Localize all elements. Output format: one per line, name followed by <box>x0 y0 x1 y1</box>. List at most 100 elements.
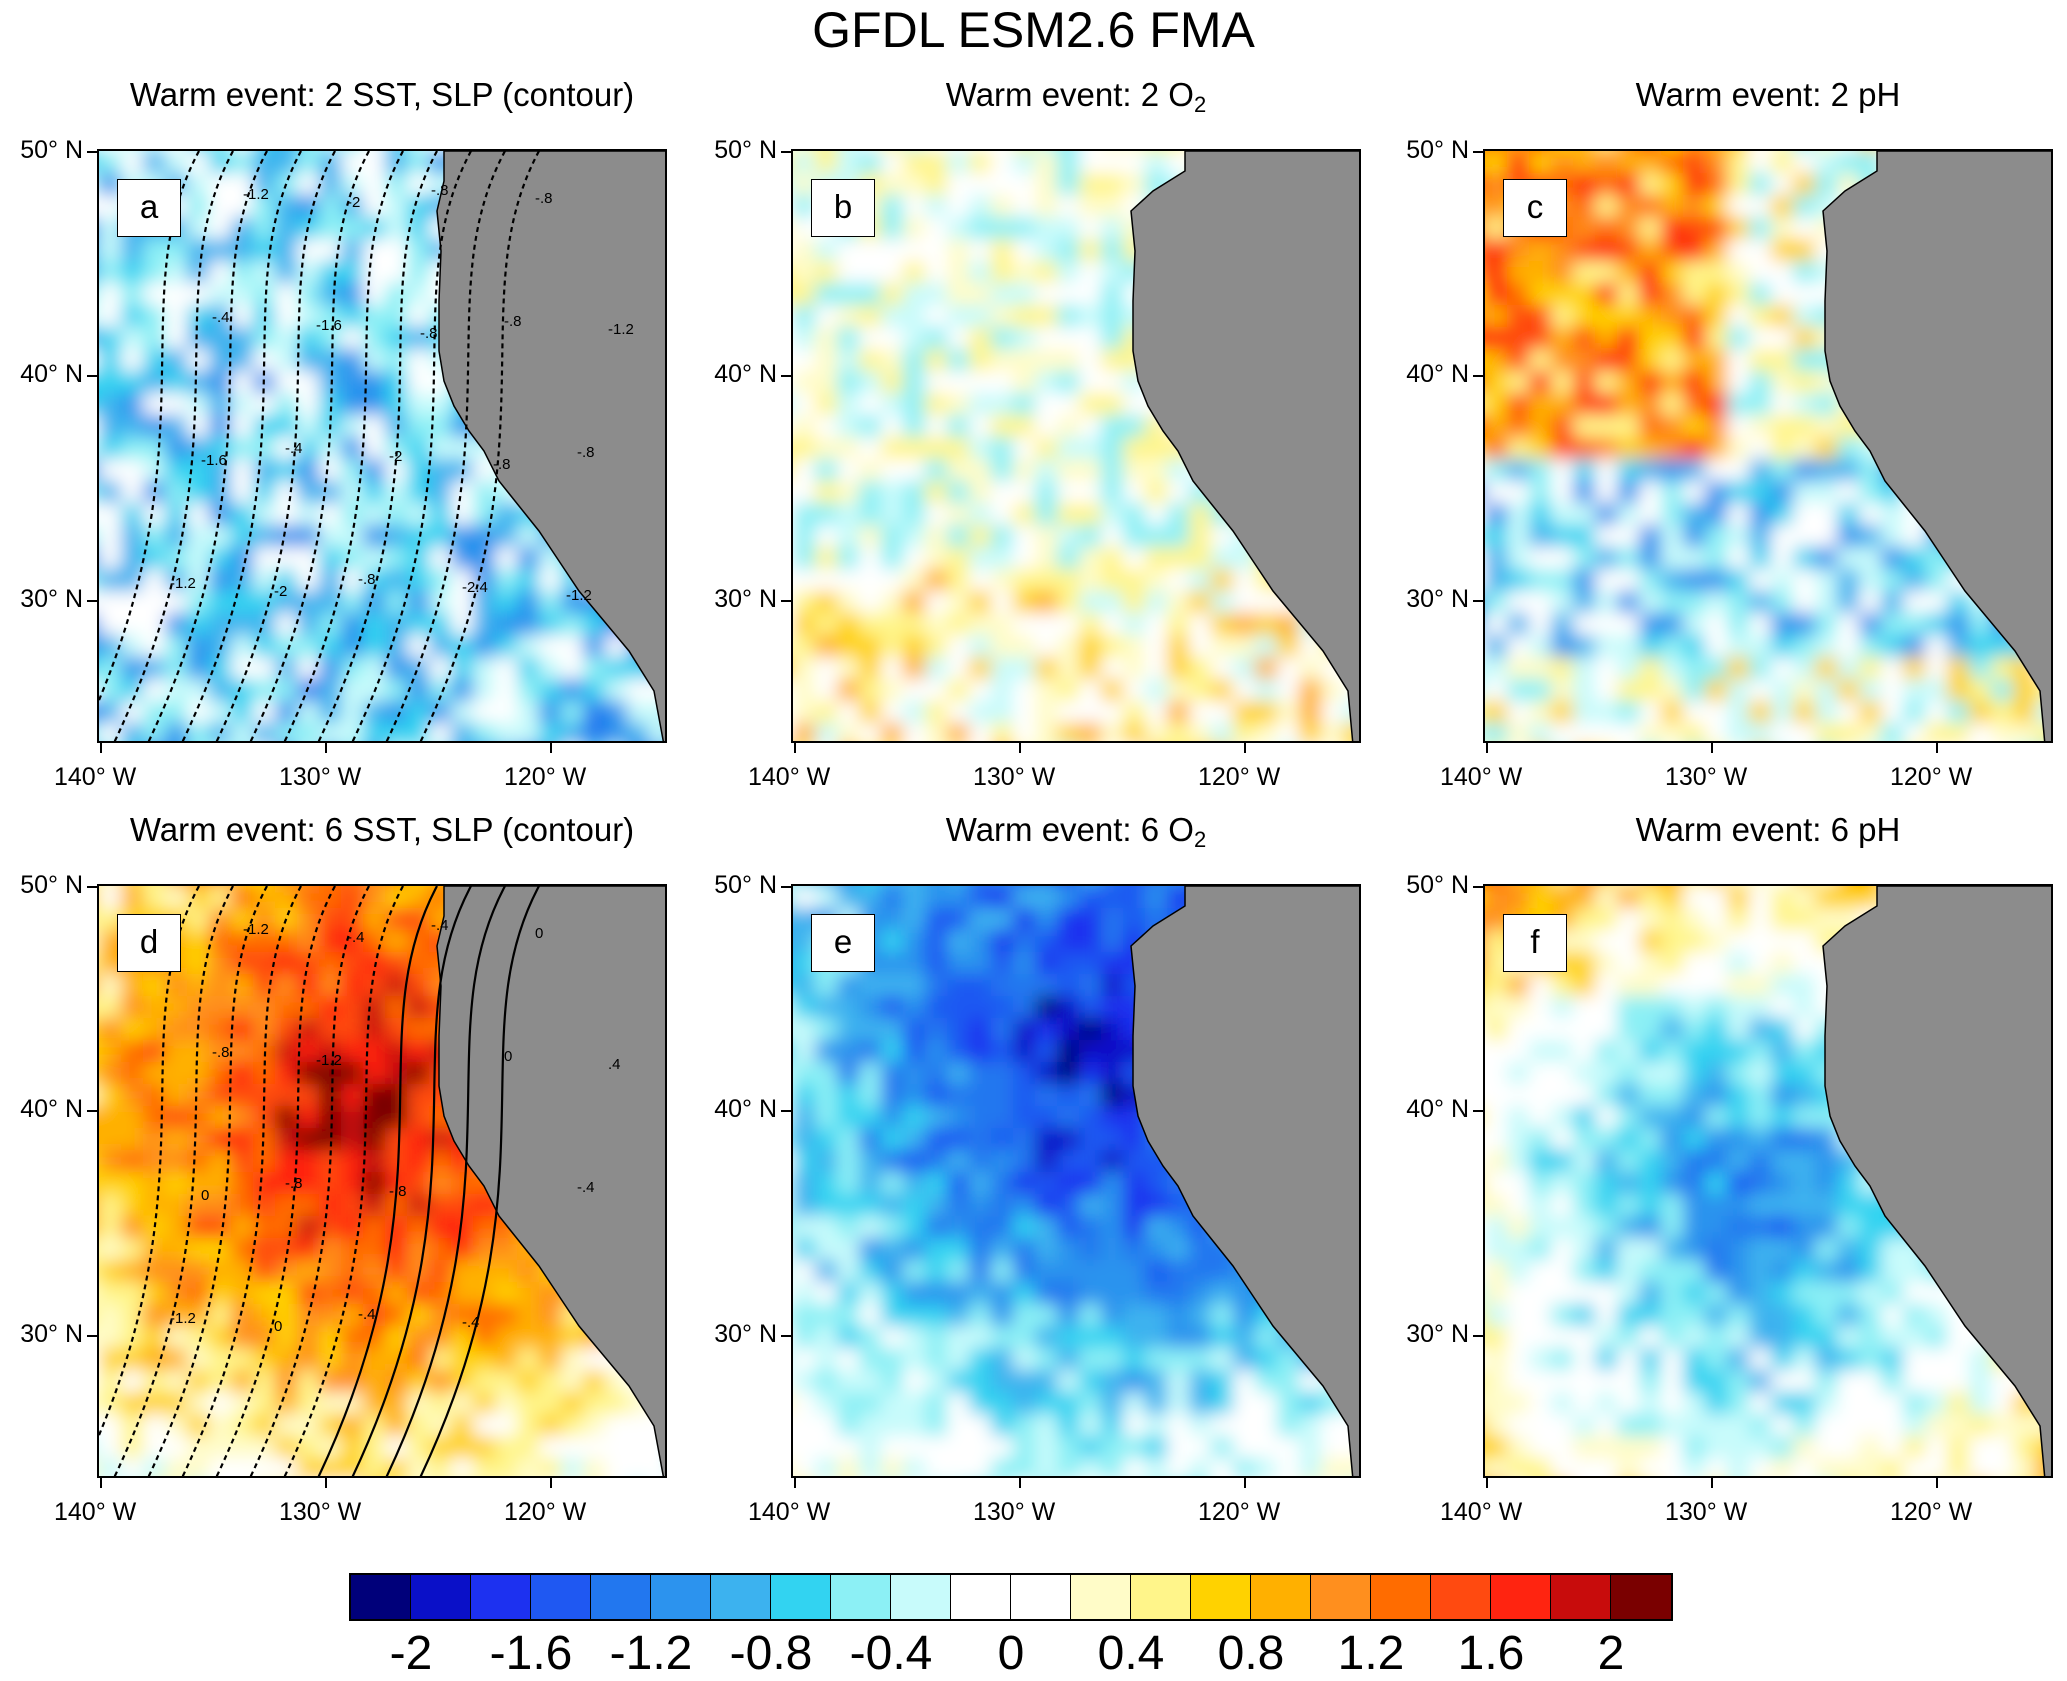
x-tick-mark <box>794 1478 796 1488</box>
colorbar-tick-label: 0 <box>951 1626 1071 1681</box>
panel-title-text: Warm event: 2 O <box>946 76 1194 113</box>
contour-label: 0 <box>201 1187 209 1204</box>
colorbar-swatch <box>591 1575 651 1619</box>
colorbar-tick-label: 0.4 <box>1071 1626 1191 1681</box>
colorbar-swatch <box>351 1575 411 1619</box>
y-tick-label: 30° N <box>20 1320 83 1349</box>
contour-label: -.8 <box>493 456 511 473</box>
x-tick-mark <box>550 1478 552 1488</box>
contour-label: -.8 <box>420 325 438 342</box>
contour-label: -1.2 <box>243 921 269 938</box>
colorbar-swatch <box>651 1575 711 1619</box>
map-field-e: e <box>791 884 1361 1478</box>
x-tick-mark <box>1244 743 1246 753</box>
y-tick-mark <box>781 375 791 377</box>
y-tick-label: 40° N <box>1406 1095 1469 1124</box>
y-tick-label: 40° N <box>1406 360 1469 389</box>
panel-title-a: Warm event: 2 SST, SLP (contour) <box>97 75 667 115</box>
contour-label: -1.2 <box>566 587 592 604</box>
contour-label: 0 <box>504 1048 512 1065</box>
y-tick-mark <box>781 886 791 888</box>
x-tick-label: 130° W <box>973 1498 1055 1527</box>
panel-title-subscript: 2 <box>1194 827 1206 852</box>
x-tick-label: 130° W <box>1665 1498 1747 1527</box>
contour-label: 0 <box>274 1318 282 1335</box>
colorbar-swatch <box>411 1575 471 1619</box>
panel-letter-a: a <box>117 179 181 237</box>
colorbar-tick-label: -0.8 <box>711 1626 831 1681</box>
x-tick-label: 120° W <box>1890 1498 1972 1527</box>
colorbar-tick-label: -2 <box>351 1626 471 1681</box>
y-tick-label: 30° N <box>714 1320 777 1349</box>
x-tick-label: 120° W <box>504 1498 586 1527</box>
panel-title-f: Warm event: 6 pH <box>1483 810 2053 850</box>
contour-label: -1.2 <box>316 1052 342 1069</box>
y-tick-label: 40° N <box>20 1095 83 1124</box>
colorbar-swatch <box>471 1575 531 1619</box>
x-tick-mark <box>794 743 796 753</box>
y-tick-mark <box>87 375 97 377</box>
colorbar-swatch <box>771 1575 831 1619</box>
y-tick-mark <box>87 151 97 153</box>
map-field-d: -.4-.8-.8-.4-.40-.4-1.2-1.2-1.2-.8-.40.4… <box>97 884 667 1478</box>
colorbar-swatch <box>1011 1575 1071 1619</box>
y-tick-label: 50° N <box>20 136 83 165</box>
x-tick-mark <box>1711 1478 1713 1488</box>
y-tick-mark <box>781 1335 791 1337</box>
contour-label: -.4 <box>347 929 365 946</box>
y-tick-mark <box>1473 151 1483 153</box>
contour-label: -.4 <box>577 1179 595 1196</box>
y-tick-mark <box>781 1110 791 1112</box>
y-tick-label: 30° N <box>1406 585 1469 614</box>
y-tick-mark <box>1473 600 1483 602</box>
x-tick-label: 120° W <box>1198 1498 1280 1527</box>
contour-label: -.8 <box>577 444 595 461</box>
colorbar-tick-label: 1.2 <box>1311 1626 1431 1681</box>
contour-label: -.4 <box>358 1306 376 1323</box>
contour-label: -.4 <box>462 1314 480 1331</box>
y-tick-label: 50° N <box>20 871 83 900</box>
y-tick-mark <box>1473 1110 1483 1112</box>
colorbar-swatch <box>1191 1575 1251 1619</box>
x-tick-label: 120° W <box>1198 763 1280 792</box>
colorbar-swatch <box>1551 1575 1611 1619</box>
x-tick-label: 140° W <box>1440 1498 1522 1527</box>
contour-label: -2 <box>274 583 287 600</box>
contour-label: -.4 <box>431 917 449 934</box>
y-tick-mark <box>87 1110 97 1112</box>
panel-title-text: Warm event: 6 O <box>946 811 1194 848</box>
panel-title-b: Warm event: 2 O2 <box>791 75 1361 125</box>
y-tick-label: 30° N <box>20 585 83 614</box>
x-tick-label: 140° W <box>748 763 830 792</box>
colorbar-swatch <box>951 1575 1011 1619</box>
x-tick-label: 140° W <box>748 1498 830 1527</box>
contour-label: -.4 <box>212 309 230 326</box>
y-tick-mark <box>1473 886 1483 888</box>
x-tick-mark <box>1936 1478 1938 1488</box>
contour-label: .4 <box>608 1056 621 1073</box>
y-tick-label: 50° N <box>1406 136 1469 165</box>
contour-label: -.8 <box>535 190 553 207</box>
panel-title-d: Warm event: 6 SST, SLP (contour) <box>97 810 667 850</box>
panel-title-text: Warm event: 6 pH <box>1636 811 1901 848</box>
contour-label: -1.2 <box>608 321 634 338</box>
x-tick-mark <box>325 743 327 753</box>
contour-label: -.8 <box>358 571 376 588</box>
x-tick-label: 130° W <box>973 763 1055 792</box>
colorbar-tick-label: 1.6 <box>1431 1626 1551 1681</box>
y-tick-mark <box>87 886 97 888</box>
panel-letter-b: b <box>811 179 875 237</box>
colorbar-tick-label: -1.2 <box>591 1626 711 1681</box>
y-tick-mark <box>781 151 791 153</box>
y-tick-mark <box>1473 1335 1483 1337</box>
y-tick-mark <box>1473 375 1483 377</box>
colorbar-swatch <box>531 1575 591 1619</box>
x-tick-mark <box>1019 1478 1021 1488</box>
map-field-b: b <box>791 149 1361 743</box>
panel-letter-d: d <box>117 914 181 972</box>
panel-title-text: Warm event: 6 SST, SLP (contour) <box>130 811 634 848</box>
colorbar-swatch <box>1071 1575 1131 1619</box>
contour-label: -2.4 <box>462 579 488 596</box>
